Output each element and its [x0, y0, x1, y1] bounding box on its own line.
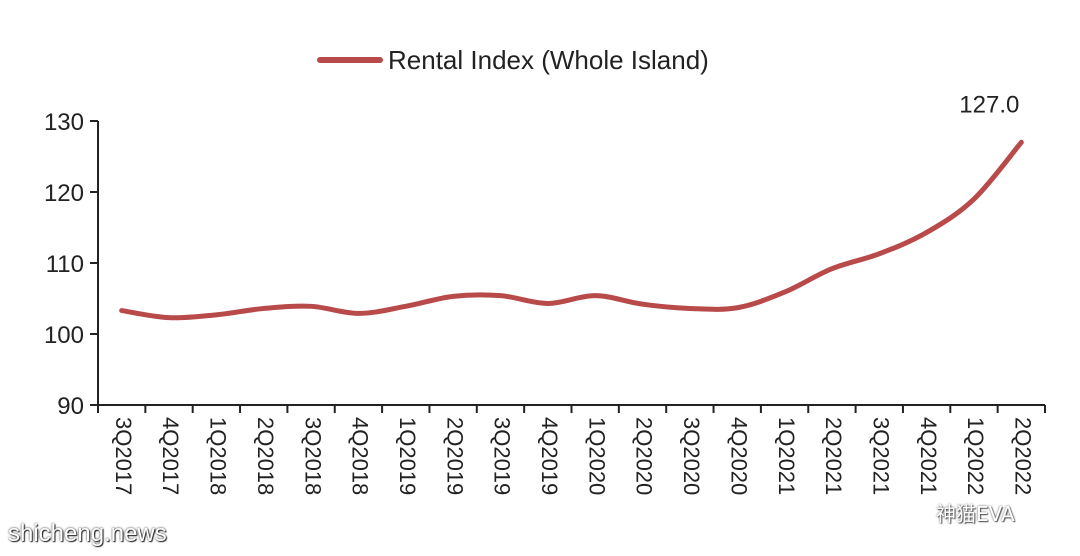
y-tick-label: 130	[44, 109, 84, 136]
x-tick-label: 2Q2021	[821, 417, 846, 495]
x-tick-label: 3Q2017	[111, 417, 136, 495]
x-tick-label: 4Q2017	[158, 417, 183, 495]
x-tick-label: 1Q2020	[584, 417, 609, 495]
x-axis-ticks: 3Q2017 4Q2017 1Q2018 2Q2018 3Q2018 4Q2018 1Q20…	[97, 405, 1046, 495]
x-tick-label: 3Q2018	[300, 417, 325, 495]
legend-label: Rental Index (Whole Island)	[388, 45, 709, 75]
x-tick-label: 2Q2020	[632, 417, 657, 495]
watermark-account-label: 神猫EVA	[936, 502, 1015, 526]
x-tick-label: 2Q2019	[442, 417, 467, 495]
y-tick-label: 110	[46, 251, 84, 278]
watermark-account: 神猫EVA	[900, 498, 1015, 527]
y-tick-label: 90	[57, 393, 84, 420]
x-tick-label: 2Q2018	[253, 417, 278, 495]
x-tick-label: 1Q2019	[395, 417, 420, 495]
x-tick-label: 1Q2018	[206, 417, 231, 495]
x-tick-label: 4Q2021	[916, 417, 941, 495]
y-axis-ticks: 90 100 110 120 130	[44, 109, 98, 420]
data-label: 127.0	[959, 91, 1019, 118]
annotations-group: 127.0	[959, 91, 1019, 118]
axes	[97, 121, 1045, 406]
watermark-site: shicheng.news	[8, 520, 167, 547]
series-group	[119, 139, 1024, 321]
legend: Rental Index (Whole Island)	[317, 45, 709, 75]
series-line	[119, 139, 1024, 321]
x-tick-label: 3Q2020	[679, 417, 704, 495]
x-tick-label: 1Q2022	[963, 417, 988, 495]
x-tick-label: 2Q2022	[1011, 417, 1036, 495]
y-tick-label: 120	[44, 180, 84, 207]
x-tick-label: 4Q2018	[348, 417, 373, 495]
y-tick-label: 100	[44, 322, 84, 349]
x-tick-label: 1Q2021	[774, 417, 799, 495]
x-tick-label: 3Q2021	[868, 417, 893, 495]
x-tick-label: 4Q2020	[726, 417, 751, 495]
wechat-icon	[900, 501, 929, 523]
x-tick-label: 4Q2019	[537, 417, 562, 495]
x-tick-label: 3Q2019	[490, 417, 515, 495]
